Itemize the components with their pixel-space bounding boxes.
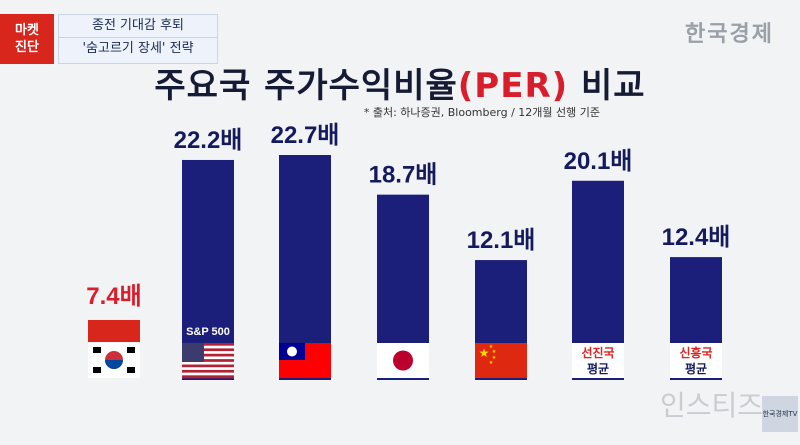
red-disc bbox=[393, 350, 413, 371]
topic-line1: 종전 기대감 후퇴 bbox=[59, 15, 217, 38]
badge-line2: 진단 bbox=[15, 40, 39, 55]
usa-flag-icon: S&P 500 bbox=[182, 326, 234, 379]
data-label: 22.2배 bbox=[174, 127, 243, 154]
stripe bbox=[182, 372, 234, 376]
taegeuk-bottom bbox=[105, 360, 123, 369]
stripe bbox=[182, 359, 234, 363]
small-star: ★ bbox=[489, 344, 494, 350]
market-diagnosis-badge: 마켓 진단 bbox=[0, 14, 54, 64]
data-label: 12.1배 bbox=[467, 227, 536, 254]
trigram bbox=[127, 347, 135, 353]
data-label: 20.1배 bbox=[564, 148, 633, 175]
stripe bbox=[182, 369, 234, 373]
avg-label-line1: 신흥국 bbox=[679, 345, 712, 360]
white-sun bbox=[287, 346, 297, 357]
stripe bbox=[182, 356, 234, 360]
avg-label-line1: 선진국 bbox=[581, 345, 614, 360]
avg-box bbox=[572, 343, 624, 378]
title-highlight: (PER) bbox=[457, 66, 569, 106]
trigram bbox=[93, 347, 101, 353]
big-star: ★ bbox=[479, 346, 490, 360]
source-note: * 출처: 하나증권, Bloomberg / 12개월 선행 기준 bbox=[363, 106, 600, 119]
stripe bbox=[182, 351, 234, 355]
stripe bbox=[182, 364, 234, 368]
japan-flag-icon bbox=[377, 343, 429, 378]
tv-logo: 한국경제TV bbox=[762, 396, 798, 432]
data-label: 7.4배 bbox=[86, 283, 141, 310]
canton bbox=[182, 343, 204, 362]
badge-line1: 마켓 bbox=[15, 23, 39, 38]
trigram bbox=[93, 367, 101, 373]
topic-line2: '숨고르기 장세' 전략 bbox=[82, 41, 194, 56]
bar-taiwan bbox=[279, 155, 331, 380]
stripe bbox=[182, 348, 234, 352]
topic-box: 종전 기대감 후퇴 '숨고르기 장세' 전략 bbox=[58, 14, 218, 64]
red-plate bbox=[88, 320, 140, 342]
data-label: 22.7배 bbox=[271, 122, 340, 149]
avg-label-line2: 평균 bbox=[685, 362, 707, 376]
stripe bbox=[182, 345, 234, 349]
small-star: ★ bbox=[492, 355, 497, 361]
korea-flag-icon bbox=[88, 320, 140, 378]
small-star: ★ bbox=[489, 360, 494, 366]
stripe bbox=[182, 367, 234, 371]
flag-field bbox=[475, 343, 527, 378]
trigram bbox=[127, 367, 135, 373]
china-flag-icon: ★ ★★★★ bbox=[475, 343, 527, 378]
stripe bbox=[182, 375, 234, 379]
chart-title: 주요국 주가수익비율(PER) 비교 bbox=[0, 58, 800, 107]
title-suffix: 비교 bbox=[568, 66, 646, 106]
stripe bbox=[182, 343, 234, 346]
avg-box bbox=[670, 343, 722, 378]
data-label: 18.7배 bbox=[369, 162, 438, 189]
title-main: 주요국 주가수익비율 bbox=[154, 66, 458, 106]
watermark: 인스티즈 bbox=[660, 389, 764, 422]
stripe bbox=[182, 353, 234, 357]
small-star: ★ bbox=[492, 349, 497, 355]
data-label: 12.4배 bbox=[662, 224, 731, 251]
sp500-caption: S&P 500 bbox=[186, 326, 230, 338]
taiwan-flag-icon bbox=[279, 343, 331, 378]
stripe bbox=[182, 361, 234, 365]
avg-label-line2: 평균 bbox=[587, 362, 609, 376]
broadcaster-logo: 한국경제 bbox=[685, 21, 774, 47]
